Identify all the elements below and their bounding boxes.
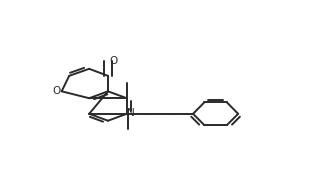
Text: O: O [109, 56, 118, 66]
Text: O: O [52, 86, 60, 96]
Text: N: N [127, 108, 134, 118]
